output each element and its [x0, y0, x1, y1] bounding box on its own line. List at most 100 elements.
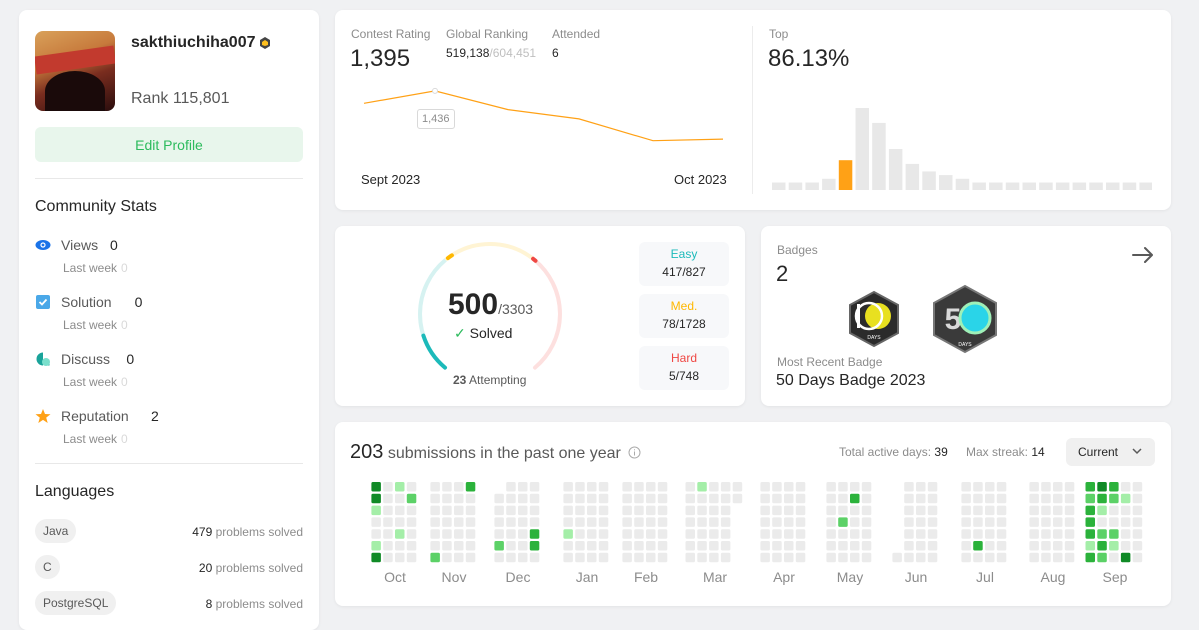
chevron-down-icon [1132, 448, 1142, 455]
heatmap-cell [760, 552, 770, 563]
divider [752, 26, 753, 194]
arrow-right-icon[interactable] [1131, 243, 1155, 267]
heatmap-cell [838, 505, 848, 516]
avatar[interactable] [35, 31, 115, 111]
heatmap-cell [685, 493, 695, 504]
heatmap-cell [1041, 529, 1051, 539]
rating-line-chart[interactable] [353, 80, 733, 160]
heatmap-cell [1120, 529, 1131, 539]
heatmap-cell [598, 529, 609, 539]
heatmap-cell [454, 505, 464, 516]
heatmap-cell [383, 552, 393, 563]
heatmap-cell [685, 505, 695, 516]
heatmap-cell [916, 541, 926, 551]
submission-heatmap[interactable]: Oct Nov Dec Jan Feb Mar Apr May Jun Jul Aug Sep [345, 480, 1165, 592]
heatmap-cell [697, 482, 707, 492]
solved-progress-ring[interactable] [405, 238, 575, 388]
histogram-bar [788, 182, 803, 190]
month-label: Feb [634, 569, 658, 585]
badge-50-days[interactable]: 5 DAYS [931, 284, 999, 354]
year-dropdown[interactable]: Current [1066, 438, 1155, 466]
heatmap-cell [430, 493, 440, 504]
heatmap-cell [454, 517, 464, 527]
language-tag[interactable]: PostgreSQL [35, 591, 117, 615]
heatmap-cell [720, 541, 731, 551]
heatmap-cell [1064, 482, 1075, 492]
heatmap-cell [529, 517, 540, 527]
edit-profile-button[interactable]: Edit Profile [35, 127, 303, 162]
badge-100-days[interactable]: DAYS [847, 290, 901, 348]
global-ranking-value: 519,138/604,451 [446, 46, 536, 60]
stat-label: Solution [61, 294, 112, 310]
heatmap-cell [916, 529, 926, 539]
language-tag[interactable]: Java [35, 519, 77, 543]
rank: Rank 115,801 [131, 90, 229, 108]
heatmap-cell [697, 552, 707, 563]
heatmap-cell [598, 505, 609, 516]
histogram-bar [772, 182, 786, 190]
histogram-bar [1039, 182, 1053, 190]
solved-total: /3303 [498, 301, 534, 317]
heatmap-cell [657, 482, 668, 492]
heatmap-cell [973, 541, 983, 551]
heatmap-cell [587, 529, 597, 539]
heatmap-cell [709, 529, 719, 539]
heatmap-cell [1041, 493, 1051, 504]
heatmap-cell [927, 517, 938, 527]
checkbox-icon [35, 294, 51, 310]
heatmap-cell [506, 493, 516, 504]
language-count-value: 479 [192, 525, 213, 539]
global-ranking-label: Global Ranking [446, 27, 529, 41]
language-count-suffix: problems solved [215, 525, 303, 539]
heatmap-cell [784, 552, 794, 563]
heatmap-cell [1041, 541, 1051, 551]
chat-icon [35, 351, 51, 367]
heatmap-cell [927, 529, 938, 539]
heatmap-cell [985, 529, 995, 539]
heatmap-cell [430, 505, 440, 516]
language-tag[interactable]: C [35, 555, 60, 579]
heatmap-cell [795, 541, 806, 551]
heatmap-cell [587, 541, 597, 551]
heatmap-cell [383, 529, 393, 539]
heatmap-cell [697, 541, 707, 551]
hard-box[interactable]: Hard 5/748 [639, 346, 729, 390]
heatmap-cell [646, 541, 656, 551]
heatmap-cell [506, 482, 516, 492]
contest-card: Contest Rating 1,395 Global Ranking 519,… [335, 10, 1171, 210]
heatmap-cell [634, 541, 644, 551]
heatmap-cell [973, 517, 983, 527]
contest-histogram[interactable] [772, 100, 1152, 190]
heatmap-cell [985, 493, 995, 504]
heatmap-cell [622, 541, 632, 551]
stat-value: 0 [110, 237, 118, 253]
heatmap-cell [371, 505, 381, 516]
info-icon[interactable] [628, 446, 641, 459]
month-label: Mar [703, 569, 727, 585]
heatmap-cell [371, 552, 381, 563]
heatmap-cell [634, 482, 644, 492]
heatmap-cell [916, 552, 926, 563]
heatmap-cell [598, 552, 609, 563]
heatmap-cell [784, 505, 794, 516]
heatmap-cell [772, 541, 782, 551]
heatmap-cell [850, 529, 860, 539]
heatmap-cell [1120, 493, 1131, 504]
heatmap-cell [973, 529, 983, 539]
stat-sub-label: Last week [63, 261, 118, 275]
heatmap-cell [961, 541, 971, 551]
badges-title: Badges [777, 243, 818, 257]
month-label: Aug [1041, 569, 1066, 585]
medium-box[interactable]: Med. 78/1728 [639, 294, 729, 338]
heatmap-cell [575, 482, 585, 492]
heatmap-cell [395, 541, 405, 551]
year-dropdown-value: Current [1078, 445, 1119, 459]
heatmap-cell [996, 529, 1007, 539]
heatmap-cell [406, 505, 417, 516]
stat-sub-value: 0 [121, 318, 128, 332]
easy-box[interactable]: Easy 417/827 [639, 242, 729, 286]
heatmap-cell [838, 517, 848, 527]
heatmap-cell [973, 552, 983, 563]
language-count-suffix: problems solved [215, 597, 303, 611]
heatmap-cell [465, 505, 476, 516]
